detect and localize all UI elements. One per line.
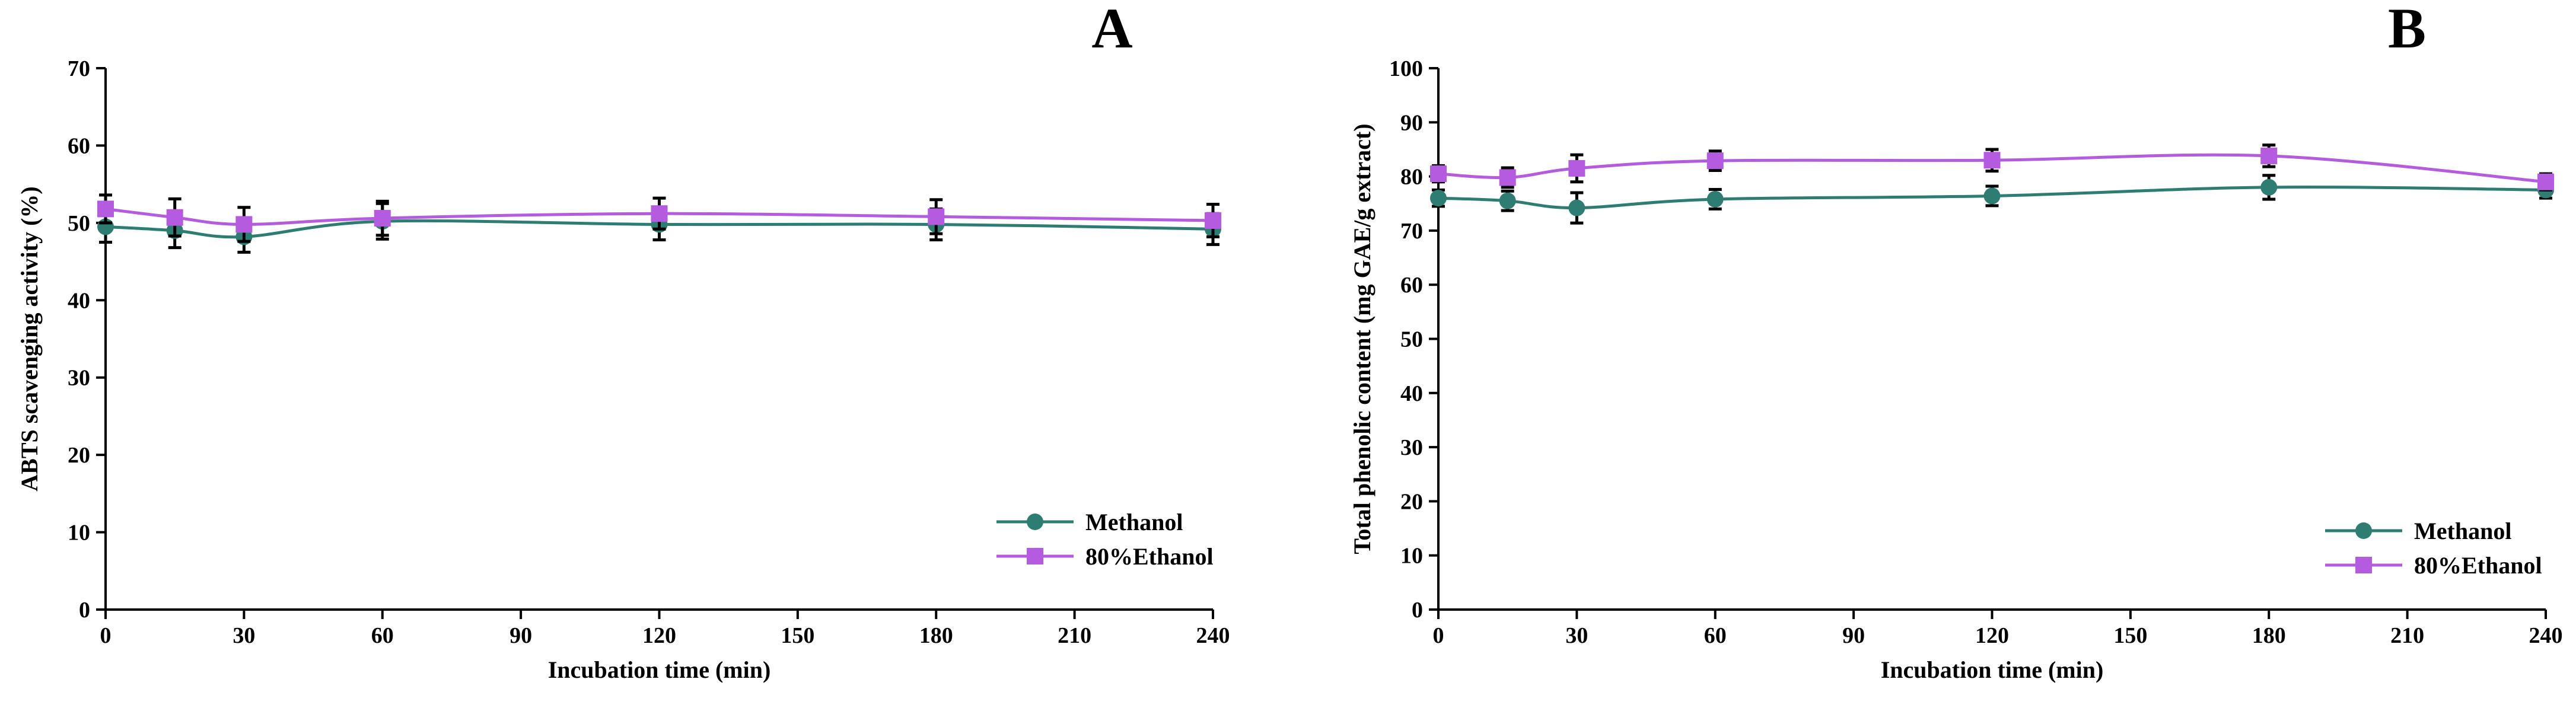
panel-b-series-line [1438, 186, 2546, 210]
panel-b-data-point [2537, 173, 2554, 190]
panel-a-y-tick-label: 60 [68, 133, 90, 158]
panel-a-legend-marker [1027, 548, 1043, 565]
panel-b-x-tick-label: 150 [2113, 623, 2147, 648]
panel-a-y-tick-label: 30 [68, 366, 90, 391]
panel-b-x-tick-label: 0 [1433, 623, 1444, 648]
panel-b-data-point [1983, 187, 2001, 205]
panel-a-x-tick-label: 180 [919, 623, 953, 648]
panel-a-x-tick-label: 240 [1196, 623, 1230, 648]
panel-b-series-1 [1430, 143, 2554, 192]
panel-b-series-line [1438, 153, 2546, 184]
panel-b-letter: B [2388, 0, 2426, 60]
panel-a-y-tick-label: 40 [68, 288, 90, 313]
panel-a-x-tick-label: 60 [371, 623, 394, 648]
panel-b-legend-marker [2355, 522, 2372, 539]
panel-b-legend-label: Methanol [2414, 518, 2511, 544]
panel-a-series-line [105, 207, 1214, 226]
panel-b-y-tick-label: 70 [1400, 219, 1423, 244]
panel-b-y-tick-label: 50 [1400, 327, 1423, 352]
panel-b-y-tick-label: 0 [1412, 598, 1423, 623]
panel-b-data-point [1499, 169, 1516, 186]
panel-a-legend-label: 80%Ethanol [1085, 543, 1214, 570]
panel-a-data-point [374, 210, 391, 227]
panel-a-letter: A [1091, 0, 1132, 60]
panel-b-series-0 [1430, 174, 2554, 225]
panel-b-data-point [1568, 199, 1585, 216]
panel-b-y-tick-label: 10 [1400, 544, 1423, 569]
panel-a-data-point [651, 205, 668, 222]
panel-b-data-point [1430, 165, 1447, 183]
panel-b-x-tick-label: 210 [2390, 623, 2424, 648]
panel-a-data-point [928, 208, 945, 225]
panel-b-data-point [1706, 152, 1724, 170]
panel-a-legend-label: Methanol [1085, 509, 1183, 535]
panel-b-x-tick-label: 90 [1842, 623, 1865, 648]
panel-a-data-point [235, 216, 253, 233]
panel-a-x-axis-title: Incubation time (min) [548, 656, 771, 683]
panel-b-y-tick-label: 60 [1400, 273, 1423, 298]
panel-b-data-point [1430, 190, 1447, 207]
panel-a-x-tick-label: 30 [233, 623, 255, 648]
panel-b-y-tick-label: 20 [1400, 489, 1423, 514]
chart-panel-a: A 0 10 20 30 40 50 60 70 0 30 60 90 120 150 180 210 240 In… [16, 0, 1230, 683]
panel-b-data-point [1706, 190, 1724, 208]
panel-a-x-tick-label: 210 [1058, 623, 1091, 648]
panel-b-data-point [1983, 152, 2001, 169]
panel-b-y-axis-title: Total phenolic content (mg GAE/g extract… [1349, 123, 1375, 554]
chart-panel-b: B 0 10 20 30 40 50 60 70 80 90 100 0 30 60 90 120 150 180 2… [1349, 0, 2563, 683]
panel-b-y-tick-label: 80 [1400, 165, 1423, 190]
panel-a-y-tick-label: 20 [68, 443, 90, 468]
panel-b-legend-label: 80%Ethanol [2414, 552, 2542, 579]
panel-b-data-point [2260, 178, 2278, 196]
panel-b-data-point [2260, 147, 2278, 164]
panel-a-legend-marker [1027, 514, 1043, 530]
panel-b-y-tick-label: 90 [1400, 110, 1423, 135]
panel-a-x-tick-label: 0 [100, 623, 112, 648]
panel-b-y-tick-label: 100 [1389, 56, 1423, 81]
panel-a-y-tick-label: 0 [79, 598, 90, 623]
panel-b-data-point [1499, 192, 1516, 209]
panel-b-x-tick-label: 30 [1565, 623, 1588, 648]
panel-b-legend-marker [2355, 557, 2372, 573]
panel-a-x-tick-label: 120 [642, 623, 676, 648]
panel-b-x-axis-title: Incubation time (min) [1881, 656, 2104, 683]
panel-b-x-tick-label: 120 [1975, 623, 2009, 648]
panel-b-y-tick-label: 40 [1400, 381, 1423, 406]
panel-a-data-point [166, 209, 183, 226]
panel-a-data-point [97, 200, 114, 218]
panel-a-series-1 [97, 193, 1221, 243]
panel-a-y-tick-label: 10 [68, 521, 90, 546]
panel-b-y-tick-label: 30 [1400, 435, 1423, 460]
panel-a-series-line [105, 219, 1214, 239]
panel-b-x-tick-label: 60 [1704, 623, 1727, 648]
panel-a-x-tick-label: 90 [510, 623, 532, 648]
panel-a-data-point [1205, 212, 1221, 229]
panel-a-y-tick-label: 50 [68, 211, 90, 236]
panel-b-x-tick-label: 240 [2529, 623, 2563, 648]
panel-a-x-tick-label: 150 [781, 623, 814, 648]
panel-a-y-axis-title: ABTS scavenging activity (%) [16, 186, 43, 491]
panel-b-x-tick-label: 180 [2252, 623, 2286, 648]
panel-a-y-tick-label: 70 [68, 56, 90, 81]
panel-b-data-point [1568, 160, 1585, 177]
